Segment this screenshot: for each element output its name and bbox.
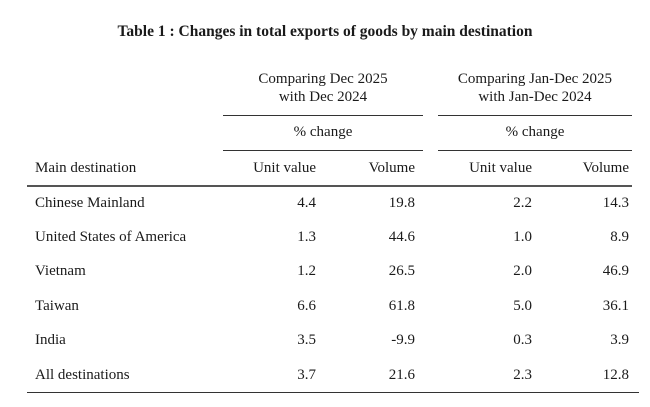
destination-cell: Chinese Mainland xyxy=(35,195,145,211)
volume-year-cell: 8.9 xyxy=(610,229,629,245)
unit-value-dec-cell: 1.3 xyxy=(297,229,316,245)
unit-value-dec-cell: 4.4 xyxy=(297,195,316,211)
table-row: Taiwan 6.6 61.8 5.0 36.1 xyxy=(0,298,650,318)
group-rule-top xyxy=(438,115,632,116)
volume-dec-cell: 21.6 xyxy=(388,367,415,383)
table-row: United States of America 1.3 44.6 1.0 8.… xyxy=(0,229,650,249)
volume-year-cell: 14.3 xyxy=(602,195,629,211)
volume-year-cell: 12.8 xyxy=(602,367,629,383)
unit-value-year-cell: 5.0 xyxy=(513,298,532,314)
unit-value-year-cell: 0.3 xyxy=(513,332,532,348)
volume-dec-cell: 44.6 xyxy=(388,229,415,245)
table-title: Table 1 : Changes in total exports of go… xyxy=(117,23,533,40)
unit-value-dec-cell: 6.6 xyxy=(297,298,316,314)
column-header-unit-value-year: Unit value xyxy=(469,160,532,176)
unit-value-dec-cell: 3.5 xyxy=(297,332,316,348)
column-header-unit-value-dec: Unit value xyxy=(253,160,316,176)
column-header-volume-year: Volume xyxy=(582,160,629,176)
destination-cell: United States of America xyxy=(35,229,187,245)
volume-dec-cell: -9.9 xyxy=(391,332,415,348)
volume-dec-cell: 26.5 xyxy=(388,263,415,279)
unit-value-year-cell: 1.0 xyxy=(513,229,532,245)
unit-value-dec-cell: 3.7 xyxy=(297,367,316,383)
group-header-line2: with Jan-Dec 2024 xyxy=(478,89,592,105)
group-rule-top xyxy=(223,115,423,116)
bottom-rule xyxy=(27,392,639,393)
table-row: India 3.5 -9.9 0.3 3.9 xyxy=(0,332,650,352)
group-header-line2: with Dec 2024 xyxy=(278,89,368,105)
table-row-total: All destinations 3.7 21.6 2.3 12.8 xyxy=(0,367,650,387)
group-header-jan-dec: Comparing Jan-Dec 2025 with Jan-Dec 2024 xyxy=(438,70,632,106)
volume-dec-cell: 19.8 xyxy=(388,195,415,211)
column-header-destination: Main destination xyxy=(35,160,137,176)
group-header-line1: Comparing Jan-Dec 2025 xyxy=(457,71,613,87)
destination-cell: India xyxy=(35,332,66,348)
unit-value-dec-cell: 1.2 xyxy=(297,263,316,279)
volume-year-cell: 3.9 xyxy=(610,332,629,348)
table-row: Chinese Mainland 4.4 19.8 2.2 14.3 xyxy=(0,195,650,215)
group-rule-mid xyxy=(223,150,423,151)
destination-cell: All destinations xyxy=(35,367,130,383)
destination-cell: Taiwan xyxy=(35,298,79,314)
group-header-dec: Comparing Dec 2025 with Dec 2024 xyxy=(223,70,423,106)
group-rule-mid xyxy=(438,150,632,151)
group-header-line1: Comparing Dec 2025 xyxy=(258,71,388,87)
volume-year-cell: 36.1 xyxy=(602,298,629,314)
unit-value-year-cell: 2.0 xyxy=(513,263,532,279)
unit-value-year-cell: 2.3 xyxy=(513,367,532,383)
column-header-volume-dec: Volume xyxy=(368,160,415,176)
table-row: Vietnam 1.2 26.5 2.0 46.9 xyxy=(0,263,650,283)
unit-value-year-cell: 2.2 xyxy=(513,195,532,211)
subheader-pct-change: % change xyxy=(505,124,565,140)
subheader-pct-change: % change xyxy=(293,124,353,140)
volume-dec-cell: 61.8 xyxy=(388,298,415,314)
destination-cell: Vietnam xyxy=(35,263,86,279)
volume-year-cell: 46.9 xyxy=(602,263,629,279)
header-rule xyxy=(27,185,632,187)
